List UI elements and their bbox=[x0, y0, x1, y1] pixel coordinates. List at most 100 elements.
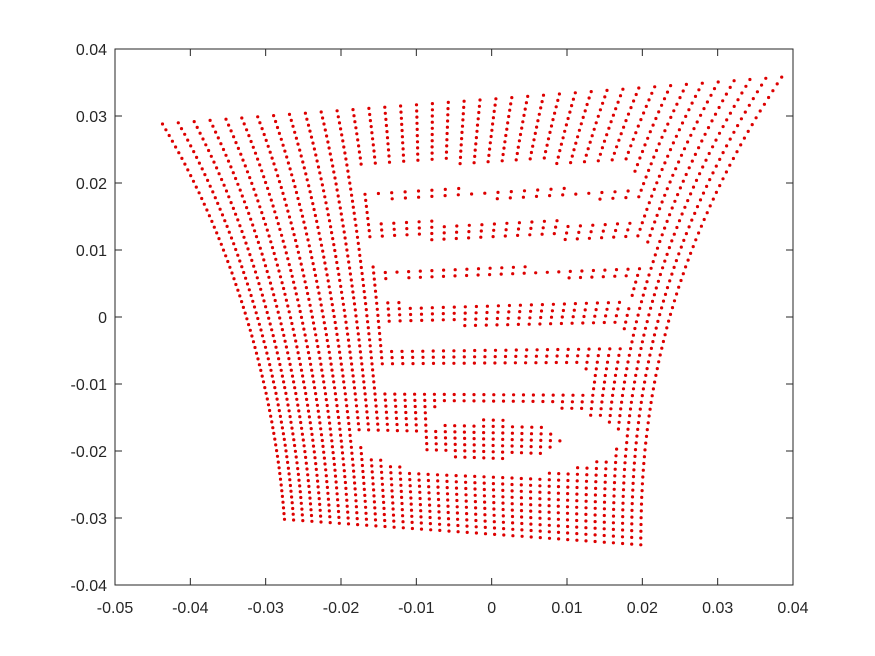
scatter-point bbox=[253, 270, 258, 274]
scatter-point bbox=[559, 142, 564, 146]
scatter-point bbox=[186, 138, 190, 142]
scatter-point bbox=[335, 260, 339, 265]
scatter-point bbox=[464, 480, 468, 484]
scatter-point bbox=[297, 202, 302, 206]
scatter-point bbox=[529, 226, 533, 230]
scatter-point bbox=[214, 130, 218, 134]
scatter-point bbox=[595, 301, 600, 305]
scatter-point bbox=[501, 482, 505, 486]
scatter-point bbox=[472, 361, 476, 365]
scatter-point bbox=[601, 229, 605, 233]
scatter-point bbox=[342, 386, 347, 390]
scatter-point bbox=[502, 393, 506, 397]
scatter-point bbox=[364, 404, 368, 408]
scatter-point bbox=[626, 427, 630, 431]
scatter-point bbox=[208, 184, 212, 188]
scatter-point bbox=[353, 392, 357, 396]
scatter-point bbox=[472, 424, 476, 428]
scatter-point bbox=[203, 173, 207, 177]
scatter-point bbox=[363, 296, 367, 300]
scatter-point bbox=[343, 236, 347, 240]
scatter-point bbox=[621, 521, 625, 525]
scatter-point bbox=[308, 190, 312, 194]
scatter-point bbox=[430, 275, 434, 279]
scatter-point bbox=[364, 505, 368, 509]
scatter-point bbox=[276, 222, 280, 226]
scatter-point bbox=[566, 478, 570, 483]
scatter-point bbox=[347, 344, 351, 348]
scatter-point bbox=[483, 191, 487, 195]
scatter-point bbox=[641, 475, 645, 479]
scatter-point bbox=[540, 303, 545, 307]
scatter-point bbox=[283, 197, 287, 201]
scatter-point bbox=[616, 307, 620, 311]
scatter-point bbox=[307, 184, 311, 188]
scatter-point bbox=[397, 307, 401, 311]
scatter-point bbox=[596, 159, 600, 163]
scatter-point bbox=[542, 156, 546, 160]
scatter-point bbox=[416, 152, 420, 156]
scatter-point bbox=[699, 224, 704, 228]
x-tick-label: 0.02 bbox=[627, 600, 658, 617]
scatter-point bbox=[510, 508, 514, 512]
scatter-point bbox=[383, 524, 387, 529]
scatter-point bbox=[728, 85, 732, 89]
scatter-point bbox=[520, 534, 524, 538]
scatter-point bbox=[587, 96, 591, 100]
scatter-point bbox=[359, 446, 363, 450]
scatter-point bbox=[577, 347, 581, 351]
scatter-point bbox=[632, 287, 636, 291]
scatter-point bbox=[630, 293, 634, 297]
scatter-point bbox=[519, 509, 524, 513]
scatter-point bbox=[524, 101, 529, 105]
scatter-point bbox=[331, 374, 335, 378]
scatter-point bbox=[251, 340, 256, 344]
scatter-point bbox=[250, 181, 254, 185]
scatter-point bbox=[315, 339, 319, 343]
scatter-point bbox=[477, 110, 481, 115]
scatter-point bbox=[547, 471, 552, 475]
scatter-point bbox=[603, 487, 607, 491]
scatter-point bbox=[503, 354, 508, 359]
scatter-point bbox=[661, 299, 666, 303]
scatter-point bbox=[296, 467, 300, 471]
scatter-point bbox=[349, 439, 353, 443]
scatter-point bbox=[275, 449, 279, 453]
scatter-point bbox=[566, 485, 570, 489]
scatter-point bbox=[605, 88, 609, 92]
scatter-point bbox=[345, 326, 349, 330]
scatter-point bbox=[483, 525, 487, 530]
scatter-point bbox=[242, 200, 247, 204]
scatter-point bbox=[364, 308, 368, 312]
scatter-point bbox=[431, 361, 436, 365]
scatter-point bbox=[582, 160, 587, 164]
scatter-point bbox=[493, 361, 497, 365]
scatter-point bbox=[684, 114, 688, 118]
scatter-point bbox=[286, 403, 290, 407]
scatter-point bbox=[556, 524, 561, 528]
scatter-point bbox=[681, 272, 685, 276]
scatter-point bbox=[647, 201, 651, 205]
scatter-point bbox=[323, 386, 327, 390]
scatter-point bbox=[473, 355, 477, 359]
scatter-point bbox=[357, 428, 361, 432]
scatter-point bbox=[592, 127, 596, 131]
scatter-point bbox=[398, 319, 402, 323]
scatter-point bbox=[408, 306, 412, 310]
scatter-point bbox=[453, 424, 457, 428]
scatter-point bbox=[424, 435, 428, 439]
scatter-point bbox=[304, 286, 308, 290]
scatter-point bbox=[189, 174, 193, 178]
scatter-point bbox=[286, 304, 290, 308]
scatter-point bbox=[314, 397, 319, 402]
scatter-point bbox=[541, 226, 545, 230]
scatter-point bbox=[383, 105, 387, 109]
scatter-point bbox=[322, 321, 326, 325]
scatter-point bbox=[563, 129, 567, 133]
scatter-point bbox=[629, 347, 633, 351]
scatter-point bbox=[743, 110, 747, 114]
scatter-point bbox=[271, 334, 275, 338]
scatter-point bbox=[600, 236, 604, 240]
scatter-point bbox=[605, 133, 609, 137]
scatter-point bbox=[671, 141, 676, 145]
